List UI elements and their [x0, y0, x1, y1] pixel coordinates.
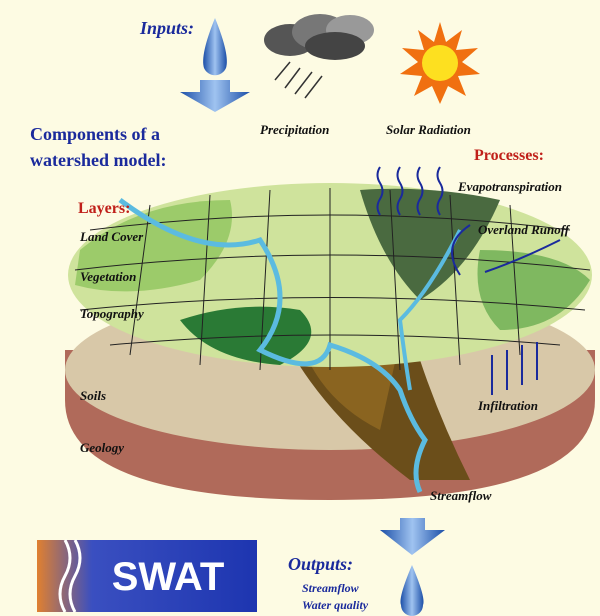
layer-label: Vegetation — [80, 269, 136, 284]
sun — [400, 22, 480, 104]
evapotranspiration-arrows — [376, 166, 444, 216]
river — [118, 197, 428, 494]
process-label: Infiltration — [477, 398, 538, 413]
process-label: Evapotranspiration — [457, 179, 562, 194]
cloud — [264, 14, 374, 99]
runoff-arrows — [451, 224, 561, 276]
layer-label: Soils — [80, 388, 106, 403]
output-label: Streamflow — [302, 581, 360, 595]
down-arrow — [380, 518, 445, 555]
inputs-title: Inputs: — [139, 18, 194, 38]
vegetation-patch — [75, 200, 232, 292]
down-arrow — [180, 80, 250, 112]
logo-waves — [58, 539, 82, 613]
infiltration-arrows — [491, 342, 538, 395]
output-label: Water quality — [302, 598, 369, 612]
components-title: Components of a — [30, 124, 160, 144]
input-label: Precipitation — [260, 122, 329, 137]
layer-label: Geology — [80, 440, 124, 455]
grid-lines — [74, 188, 591, 371]
outputs-title: Outputs: — [288, 554, 353, 574]
processes-title: Processes: — [474, 147, 544, 164]
process-label: Streamflow — [430, 488, 492, 503]
components-title: watershed model: — [30, 150, 166, 170]
layers-title: Layers: — [78, 200, 130, 217]
tributary — [397, 229, 462, 391]
input-label: Solar Radiation — [386, 122, 471, 137]
water-drop — [400, 565, 424, 616]
water-drop — [203, 18, 227, 76]
vegetation-patch — [477, 250, 590, 330]
logo-text: SWAT — [112, 555, 225, 599]
process-label: Overland Runoff — [478, 222, 571, 237]
layer-label: Land Cover — [79, 229, 144, 244]
layer-label: Topography — [80, 306, 144, 321]
